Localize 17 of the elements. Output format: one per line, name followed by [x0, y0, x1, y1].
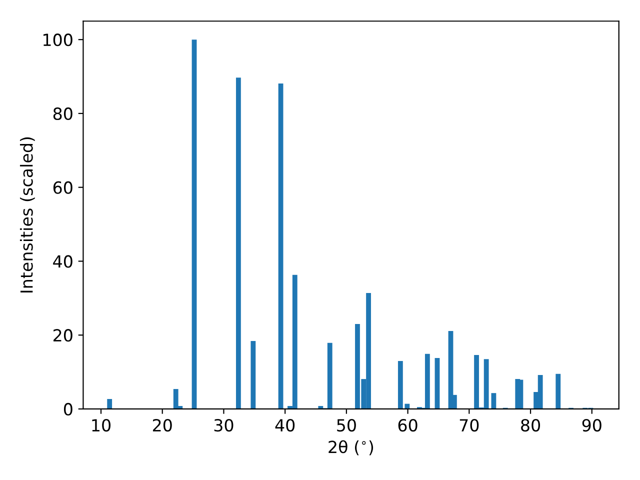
x-tick-label: 90 [582, 418, 602, 432]
x-tick-label: 30 [214, 418, 234, 432]
x-axis-title: 2θ ($^{∘}$) [328, 440, 374, 456]
y-tick-label: 20 [53, 329, 72, 342]
x-tick-label: 70 [460, 418, 479, 432]
y-axis-title: Intensities (scaled) [20, 137, 35, 292]
y-tick-label: 100 [43, 34, 72, 46]
y-tick-label: 80 [53, 107, 72, 120]
x-tick-label: 50 [337, 418, 356, 432]
x-tick-label: 60 [398, 418, 418, 432]
y-tick-label: 0 [64, 402, 72, 416]
y-tick-label: 60 [53, 181, 72, 194]
y-tick-label: 40 [53, 255, 72, 268]
x-tick-label: 10 [92, 418, 110, 432]
x-tick-label: 80 [521, 418, 540, 432]
x-tick-label: 20 [152, 418, 172, 432]
x-tick-label: 40 [275, 418, 295, 432]
